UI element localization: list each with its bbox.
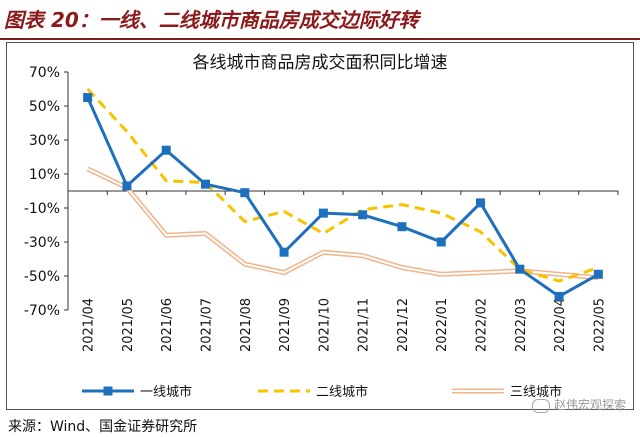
x-tick-label: 2021/10: [317, 298, 332, 352]
data-point-tier1: [515, 264, 525, 274]
x-tick-label: 2021/12: [396, 298, 411, 352]
x-tick-label: 2021/05: [121, 298, 136, 352]
series-line-tier1: [86, 96, 600, 298]
data-point-tier1: [318, 208, 328, 218]
data-point-tier1: [397, 222, 407, 232]
y-tick-label: -10%: [24, 201, 60, 217]
chart-title: 各线城市商品房成交面积同比增速: [192, 53, 448, 73]
data-point-tier1: [201, 179, 210, 189]
x-tick-label: 2021/08: [239, 298, 254, 352]
legend-label: 二线城市: [316, 384, 368, 400]
x-tick-label: 2022/01: [435, 298, 450, 352]
x-tick-label: 2021/06: [160, 298, 175, 352]
y-tick-label: 30%: [29, 133, 60, 149]
x-tick-label: 2021/11: [357, 298, 372, 352]
series-line-tier2: [86, 87, 599, 283]
legend-label: 三线城市: [510, 384, 562, 400]
x-tick-label: 2022/04: [553, 298, 568, 352]
data-point-tier1: [161, 145, 171, 155]
y-tick-label: 50%: [29, 99, 60, 115]
wechat-icon: [531, 398, 550, 413]
x-tick-label: 2022/05: [592, 298, 607, 352]
series-line-tier3-inner: [87, 167, 599, 279]
data-point-tier1: [279, 247, 289, 257]
legend-label: 一线城市: [140, 384, 192, 400]
source-note: 来源：Wind、国金证券研究所: [8, 419, 198, 435]
chart-frame: [6, 42, 634, 410]
figure-title: 图表 20：一线、二线城市商品房成交边际好转: [4, 8, 419, 32]
data-point-tier1: [240, 188, 250, 198]
data-point-tier1: [358, 210, 368, 220]
data-point-tier1: [83, 93, 93, 102]
x-tick-label: 2022/03: [514, 298, 529, 352]
y-tick-label: -50%: [24, 269, 60, 285]
x-tick-label: 2021/09: [278, 298, 293, 352]
y-tick-label: 10%: [29, 167, 60, 183]
data-point-tier1: [593, 269, 603, 279]
x-tick-label: 2022/02: [475, 298, 490, 352]
x-tick-label: 2021/04: [82, 298, 97, 352]
y-tick-label: -30%: [24, 235, 60, 251]
figure-header: 图表 20：一线、二线城市商品房成交边际好转: [0, 0, 640, 40]
data-point-tier1: [122, 181, 132, 191]
y-tick-label: -70%: [24, 303, 60, 319]
watermark: 赵伟宏观探索: [531, 396, 626, 413]
y-tick-label: 70%: [29, 65, 60, 81]
x-tick-label: 2021/07: [200, 298, 215, 352]
data-point-tier1: [436, 237, 446, 247]
data-point-tier1: [554, 291, 564, 301]
legend-marker-tier1: [103, 386, 113, 396]
data-point-tier1: [476, 198, 485, 208]
watermark-text: 赵伟宏观探索: [553, 398, 626, 412]
